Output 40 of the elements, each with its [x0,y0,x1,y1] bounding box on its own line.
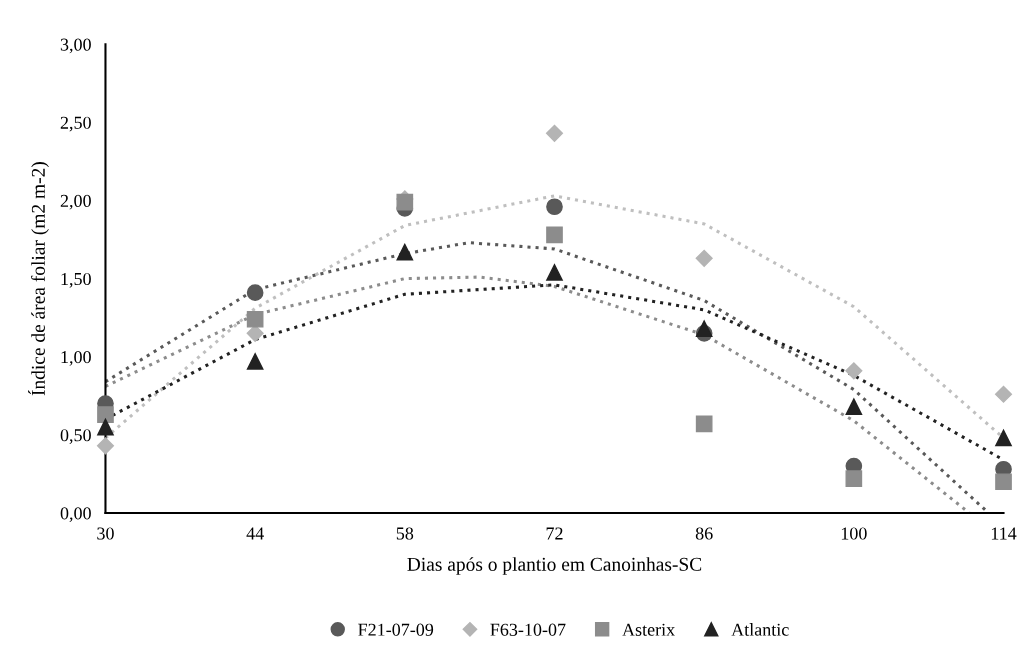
point [396,243,414,261]
point [546,264,563,281]
point [695,415,713,433]
point [845,398,863,416]
y-tick-label: 3,00 [60,38,91,54]
legend-label: Atlantic [731,623,789,636]
y-tick-label: 2,50 [60,116,91,132]
legend-label: Asterix [622,623,675,636]
y-tick-label: 0,50 [60,429,91,444]
y-axis-title: Índice de área foliar (m2 m-2) [28,162,49,396]
point [995,473,1012,491]
point [995,429,1012,447]
point [695,320,713,337]
x-tick-label: 100 [841,527,867,540]
x-tick-label: 72 [546,527,563,540]
y-tick-label: 2,00 [60,194,91,210]
point [845,362,863,380]
point [246,353,264,370]
point [546,226,563,244]
x-tick-label: 58 [396,527,414,540]
point [994,385,1013,403]
point [246,284,264,302]
point [845,470,863,487]
legend-label: F21-07-09 [358,623,434,636]
x-tick-label: 114 [991,527,1017,540]
y-tick-label: 1,00 [61,351,91,366]
x-tick-label: 30 [97,527,114,540]
point [246,310,264,328]
point [545,124,564,142]
x-tick-label: 44 [246,527,264,540]
point [546,198,563,216]
point [96,437,115,455]
point [97,418,114,436]
y-tick-label: 0,00 [60,507,91,523]
point [97,406,114,423]
x-axis-title: Dias após o plantio em Canoinhas-SC [407,557,702,575]
x-tick-label: 86 [695,527,713,540]
point [695,249,713,267]
legend-label: F63-10-07 [490,623,566,636]
y-tick-label: 1,50 [61,272,91,288]
